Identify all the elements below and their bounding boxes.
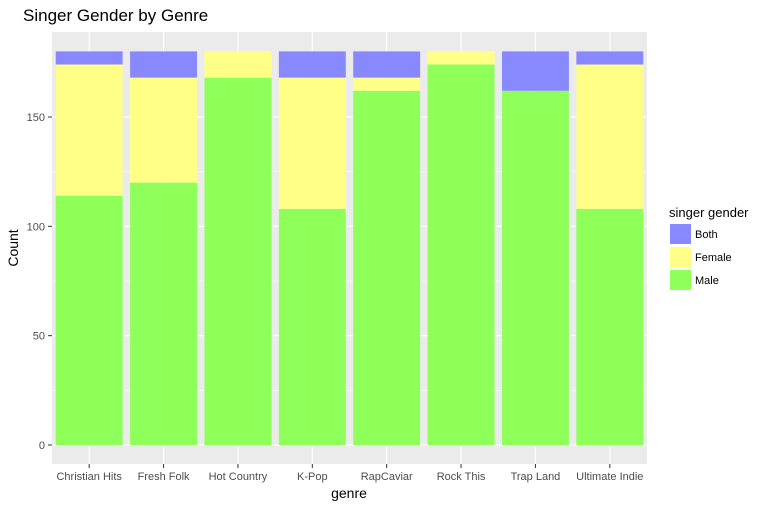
bar-segment-female — [353, 77, 421, 91]
y-tick-label: 150 — [27, 112, 45, 124]
bar-segment-female — [204, 51, 272, 78]
bar-segment-both — [278, 51, 346, 78]
bar-segment-male — [353, 90, 421, 445]
bar-segment-both — [353, 51, 421, 78]
y-tick-label: 50 — [33, 331, 45, 343]
legend-label-male: Male — [695, 275, 719, 287]
legend-items: Both Female Male — [670, 224, 732, 290]
legend-key-both — [670, 224, 691, 244]
x-tick-label: Ultimate Indie — [576, 471, 643, 483]
legend-key-female — [670, 247, 691, 267]
x-tick-label: K-Pop — [297, 471, 328, 483]
x-tick-label: Hot Country — [209, 471, 268, 483]
bar-segment-male — [130, 182, 198, 445]
bar-segment-female — [278, 77, 346, 209]
bar-segment-female — [576, 64, 644, 209]
legend-title: singer gender — [669, 205, 749, 220]
legend-key-male — [670, 270, 691, 290]
bar-segment-both — [55, 51, 123, 65]
bar-segment-both — [501, 51, 569, 91]
y-tick-label: 100 — [27, 221, 45, 233]
x-axis-title: genre — [331, 485, 367, 501]
x-axis: Christian Hits Fresh Folk Hot Country K-Pop… — [56, 464, 643, 483]
bar-segment-male — [427, 64, 495, 446]
y-axis-title: Count — [5, 229, 21, 266]
x-tick-label: Christian Hits — [56, 471, 122, 483]
x-tick-label: Rock This — [437, 471, 486, 483]
bar-segment-female — [427, 51, 495, 65]
bar-segment-both — [576, 51, 644, 65]
bar-segment-male — [55, 195, 123, 445]
y-axis: 0 50 100 150 — [27, 112, 52, 452]
bar-segment-both — [130, 51, 198, 78]
bar-segment-male — [576, 208, 644, 445]
bar-segment-female — [55, 64, 123, 196]
x-tick-label: RapCaviar — [361, 471, 413, 483]
legend: singer gender Both Female Male — [669, 205, 749, 290]
chart-title: Singer Gender by Genre — [23, 6, 208, 25]
legend-label-female: Female — [695, 252, 732, 264]
bar-segment-male — [204, 77, 272, 445]
x-tick-label: Trap Land — [511, 471, 561, 483]
legend-label-both: Both — [695, 229, 718, 241]
bar-segment-female — [130, 77, 198, 183]
bar-segment-male — [501, 90, 569, 445]
x-tick-label: Fresh Folk — [138, 471, 190, 483]
bars — [55, 51, 644, 446]
bar-segment-male — [278, 208, 346, 445]
y-tick-label: 0 — [39, 440, 45, 452]
